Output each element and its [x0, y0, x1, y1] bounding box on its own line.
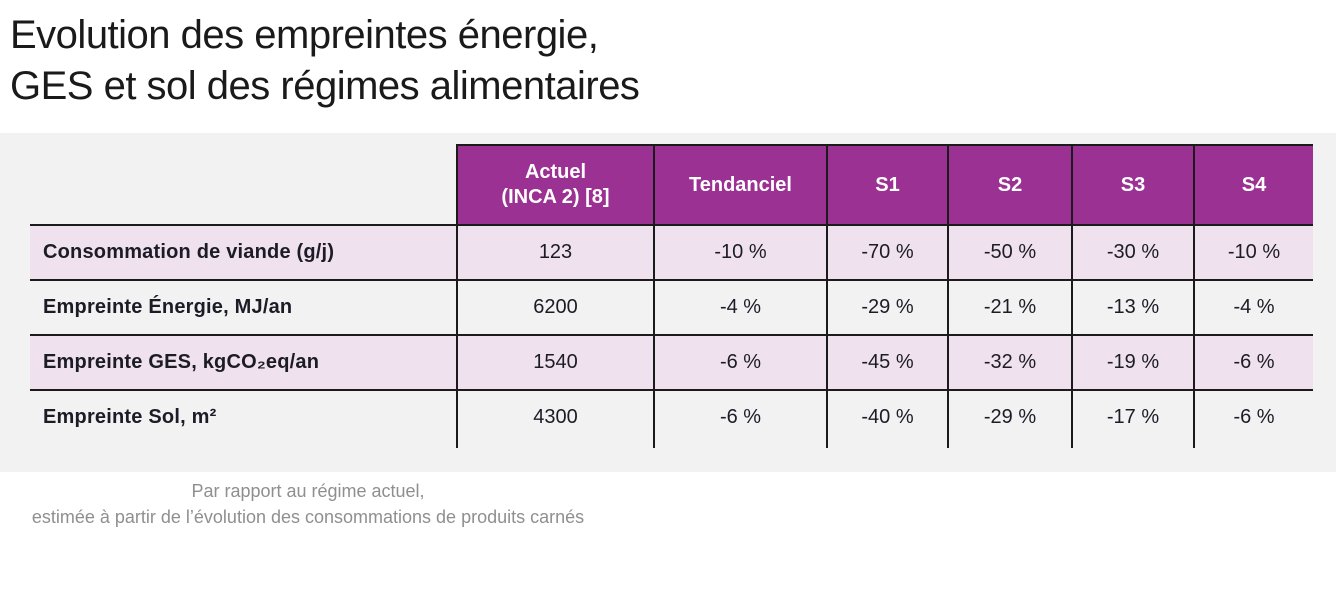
cell-value: 4300 [456, 389, 653, 444]
cell-value: -4 % [653, 279, 826, 334]
border-stub [947, 444, 1071, 448]
cell-value: -17 % [1071, 389, 1193, 444]
cell-value: -4 % [1193, 279, 1313, 334]
page-title-line2: GES et sol des régimes alimentaires [10, 64, 640, 109]
cell-value: -10 % [653, 224, 826, 279]
page-title: Evolution des empreintes énergie, GES et … [10, 10, 640, 112]
cell-value: -10 % [1193, 224, 1313, 279]
column-header-s1: S1 [826, 144, 947, 224]
cell-value: -40 % [826, 389, 947, 444]
cell-value: -29 % [826, 279, 947, 334]
border-stub [30, 444, 456, 448]
cell-value: -6 % [1193, 389, 1313, 444]
border-stub [1071, 444, 1193, 448]
footnote-line1: Par rapport au régime actuel, [191, 481, 425, 501]
cell-value: -21 % [947, 279, 1071, 334]
cell-value: -30 % [1071, 224, 1193, 279]
column-header-s4: S4 [1193, 144, 1313, 224]
cell-value: -50 % [947, 224, 1071, 279]
cell-value: -70 % [826, 224, 947, 279]
column-header-tendanciel: Tendanciel [653, 144, 826, 224]
page-title-line1: Evolution des empreintes énergie, [10, 13, 599, 57]
cell-value: -13 % [1071, 279, 1193, 334]
border-stub [456, 444, 653, 448]
cell-value: -32 % [947, 334, 1071, 389]
row-label-ges: Empreinte GES, kgCO₂eq/an [30, 334, 456, 389]
table-corner-cell [30, 144, 456, 224]
row-label-sol: Empreinte Sol, m² [30, 389, 456, 444]
footnote: Par rapport au régime actuel, estimée à … [8, 479, 608, 530]
cell-value: -19 % [1071, 334, 1193, 389]
cell-value: 6200 [456, 279, 653, 334]
border-stub [653, 444, 826, 448]
border-stub [1193, 444, 1313, 448]
cell-value: -29 % [947, 389, 1071, 444]
cell-value: 1540 [456, 334, 653, 389]
cell-value: -6 % [1193, 334, 1313, 389]
cell-value: -6 % [653, 334, 826, 389]
border-stub [826, 444, 947, 448]
footnote-line2: estimée à partir de l’évolution des cons… [31, 506, 585, 527]
cell-value: -6 % [653, 389, 826, 444]
column-header-s2: S2 [947, 144, 1071, 224]
row-label-viande: Consommation de viande (g/j) [30, 224, 456, 279]
cell-value: 123 [456, 224, 653, 279]
row-label-energie: Empreinte Énergie, MJ/an [30, 279, 456, 334]
cell-value: -45 % [826, 334, 947, 389]
data-table: Actuel (INCA 2) [8] Tendanciel S1 S2 S3 … [30, 144, 1313, 448]
column-header-actuel: Actuel (INCA 2) [8] [456, 144, 653, 224]
column-header-s3: S3 [1071, 144, 1193, 224]
